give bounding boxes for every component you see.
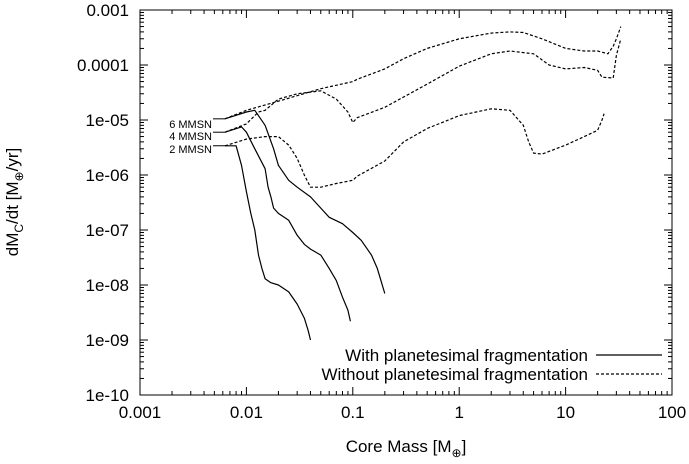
annotation-connector-layer bbox=[213, 118, 226, 147]
tick-layer bbox=[139, 9, 673, 396]
plot-frame bbox=[139, 9, 673, 396]
y-axis-label-subscript: C bbox=[12, 224, 26, 233]
y-axis-label-subscript-2: ⊕ bbox=[12, 171, 26, 181]
y-tick-label: 1e-09 bbox=[86, 331, 129, 350]
annotation-4mmsn: 4 MMSN bbox=[169, 131, 212, 143]
y-tick-label: 1e-07 bbox=[86, 221, 129, 240]
x-tick-labels: 0.001 0.01 0.1 1 10 100 bbox=[119, 403, 686, 422]
y-tick-label: 0.0001 bbox=[77, 56, 129, 75]
y-axis-label-mid: /dt [M bbox=[3, 181, 22, 224]
x-axis-label-end: ] bbox=[462, 437, 467, 456]
x-tick-label: 1 bbox=[454, 403, 463, 422]
x-axis-label-subscript: ⊕ bbox=[452, 446, 462, 460]
y-tick-labels: 1e-10 1e-09 1e-08 1e-07 1e-06 1e-05 0.0001 0.00… bbox=[77, 1, 129, 405]
series-line-dashed bbox=[224, 108, 605, 188]
x-tick-label: 10 bbox=[556, 403, 575, 422]
series-line-solid bbox=[224, 126, 351, 322]
x-axis-label: Core Mass [M⊕] bbox=[346, 437, 467, 460]
annotation-2mmsn: 2 MMSN bbox=[169, 144, 212, 156]
y-axis-label: dMC/dt [M⊕/yr] bbox=[3, 148, 26, 256]
legend-label-no-fragmentation: Without planetesimal fragmentation bbox=[322, 365, 588, 384]
y-axis-label-pre: dM bbox=[3, 233, 22, 257]
series-line-dashed bbox=[224, 38, 622, 133]
x-tick-label: 0.01 bbox=[230, 403, 263, 422]
legend-label-fragmentation: With planetesimal fragmentation bbox=[345, 346, 588, 365]
legend: With planetesimal fragmentation Without … bbox=[322, 346, 662, 384]
y-tick-label: 1e-06 bbox=[86, 166, 129, 185]
annotation-layer: 6 MMSN 4 MMSN 2 MMSN bbox=[169, 119, 212, 156]
x-tick-label: 0.001 bbox=[119, 403, 162, 422]
y-tick-label: 1e-08 bbox=[86, 276, 129, 295]
x-axis-label-main: Core Mass [M bbox=[346, 437, 452, 456]
series-line-solid bbox=[225, 145, 312, 341]
series-line-dashed bbox=[224, 26, 622, 120]
y-tick-label: 0.001 bbox=[86, 1, 129, 20]
series-layer bbox=[224, 26, 622, 341]
y-axis-label-end: /yr] bbox=[3, 148, 22, 172]
x-tick-label: 0.1 bbox=[341, 403, 365, 422]
annotation-6mmsn: 6 MMSN bbox=[169, 119, 212, 131]
x-tick-label: 100 bbox=[658, 403, 686, 422]
series-line-solid bbox=[224, 109, 386, 294]
y-tick-label: 1e-05 bbox=[86, 111, 129, 130]
y-tick-label: 1e-10 bbox=[86, 386, 129, 405]
